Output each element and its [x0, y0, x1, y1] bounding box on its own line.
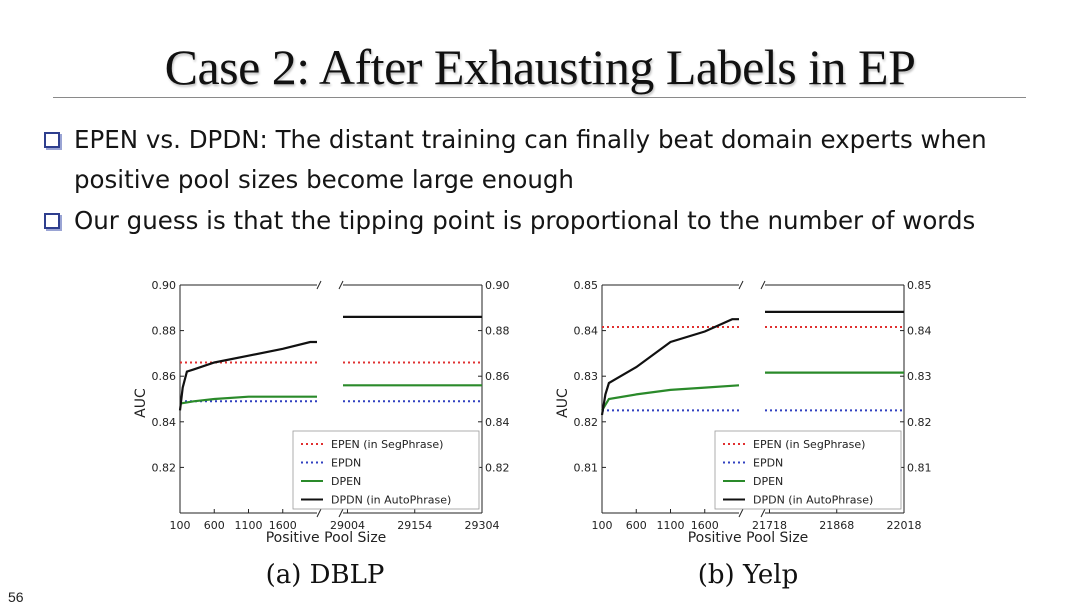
x-tick-label: 29004 [330, 519, 365, 532]
x-tick-label: 1600 [691, 519, 719, 532]
series-line-dpdn-in-autophrase [178, 340, 317, 411]
y-tick-label-right: 0.88 [485, 325, 510, 338]
bullet-item: EPEN vs. DPDN: The distant training can … [42, 120, 1062, 200]
bullet-text: Our guess is that the tipping point is p… [74, 206, 976, 235]
checkbox-bullet-icon [44, 132, 60, 148]
axis-break-mark [316, 280, 322, 290]
y-tick-label-right: 0.90 [485, 279, 510, 292]
bullet-text: EPEN vs. DPDN: The distant training can … [74, 125, 987, 194]
dblp-axes: 0.82 0.82 0.84 0.84 0.86 0.86 0.88 0.88 0.90 0.90… [152, 279, 510, 532]
caption-yelp: (b) Yelp [697, 560, 799, 590]
dblp-legend: EPEN (in SegPhrase) EPDN DPEN DPDN (in Auto… [292, 430, 480, 510]
x-tick-label: 600 [626, 519, 647, 532]
x-tick-label: 1100 [657, 519, 685, 532]
slide-title: Case 2: After Exhausting Labels in EP [164, 39, 916, 95]
axis-break-mark [738, 280, 744, 290]
axis-break-mark [338, 508, 344, 518]
legend-label: EPEN (in SegPhrase) [753, 438, 865, 451]
legend-label: EPDN [331, 457, 361, 470]
y-tick-label-left: 0.85 [574, 279, 599, 292]
legend-label: EPEN (in SegPhrase) [331, 438, 443, 451]
x-tick-label: 600 [204, 519, 225, 532]
y-tick-label-left: 0.81 [574, 461, 599, 474]
legend-label: DPEN [753, 475, 783, 488]
slide-number: 56 [8, 589, 24, 605]
x-tick-label: 1600 [269, 519, 297, 532]
x-tick-label: 21718 [752, 519, 787, 532]
bullet-item: Our guess is that the tipping point is p… [42, 201, 1062, 241]
legend-label: DPDN (in AutoPhrase) [753, 494, 873, 507]
legend-label: DPEN [331, 475, 361, 488]
yelp-series [600, 310, 904, 416]
chart-yelp-svg: 0.81 0.81 0.82 0.82 0.83 0.83 0.84 0.84 0.85 0.85… [555, 279, 932, 546]
legend-label: DPDN (in AutoPhrase) [331, 494, 451, 507]
y-tick-label-right: 0.84 [907, 325, 932, 338]
y-axis-title: AUC [555, 388, 571, 418]
y-tick-label-left: 0.90 [152, 279, 177, 292]
chart-dblp: 0.82 0.82 0.84 0.84 0.86 0.86 0.88 0.88 0.90 0.90… [130, 268, 510, 553]
x-tick-label: 22018 [887, 519, 922, 532]
x-tick-label: 100 [592, 519, 613, 532]
series-line-dpdn-in-autophrase [600, 318, 739, 416]
title-divider [53, 97, 1026, 98]
y-tick-label-right: 0.81 [907, 461, 932, 474]
yelp-axes: 0.81 0.81 0.82 0.82 0.83 0.83 0.84 0.84 0.85 0.85… [574, 279, 932, 532]
chart-yelp: 0.81 0.81 0.82 0.82 0.83 0.83 0.84 0.84 0.85 0.85… [552, 268, 932, 553]
axis-break-mark [760, 508, 766, 518]
y-tick-label-right: 0.82 [485, 461, 510, 474]
y-tick-label-left: 0.84 [152, 416, 177, 429]
axis-break-mark [760, 280, 766, 290]
legend-box [714, 430, 902, 510]
legend-box [292, 430, 480, 510]
series-line-dpen [601, 384, 740, 411]
y-tick-label-left: 0.84 [574, 325, 599, 338]
y-axis-title: AUC [133, 388, 149, 418]
x-tick-label: 29304 [465, 519, 500, 532]
x-tick-label: 29154 [397, 519, 432, 532]
x-axis-title: Positive Pool Size [266, 530, 387, 546]
y-tick-label-right: 0.82 [907, 416, 932, 429]
x-axis-title: Positive Pool Size [688, 530, 809, 546]
x-tick-label: 100 [170, 519, 191, 532]
y-tick-label-left: 0.83 [574, 370, 599, 383]
caption-dblp: (a) DBLP [265, 560, 385, 590]
yelp-legend: EPEN (in SegPhrase) EPDN DPEN DPDN (in Auto… [714, 430, 902, 510]
legend-label: EPDN [753, 457, 783, 470]
checkbox-bullet-icon [44, 213, 60, 229]
series-line-dpen [179, 395, 317, 405]
y-tick-label-left: 0.88 [152, 325, 177, 338]
y-tick-label-right: 0.85 [907, 279, 932, 292]
bullet-list: EPEN vs. DPDN: The distant training can … [42, 120, 1062, 242]
y-tick-label-left: 0.82 [152, 461, 177, 474]
x-tick-label: 1100 [235, 519, 263, 532]
y-tick-label-right: 0.84 [485, 416, 510, 429]
y-tick-label-left: 0.86 [152, 370, 177, 383]
y-tick-label-left: 0.82 [574, 416, 599, 429]
axis-break-mark [316, 508, 322, 518]
y-tick-label-right: 0.83 [907, 370, 932, 383]
chart-dblp-svg: 0.82 0.82 0.84 0.84 0.86 0.86 0.88 0.88 0.90 0.90… [133, 279, 510, 546]
axis-break-mark [738, 508, 744, 518]
axis-break-mark [338, 280, 344, 290]
y-tick-label-right: 0.86 [485, 370, 510, 383]
x-tick-label: 21868 [819, 519, 854, 532]
dblp-series [178, 315, 482, 411]
